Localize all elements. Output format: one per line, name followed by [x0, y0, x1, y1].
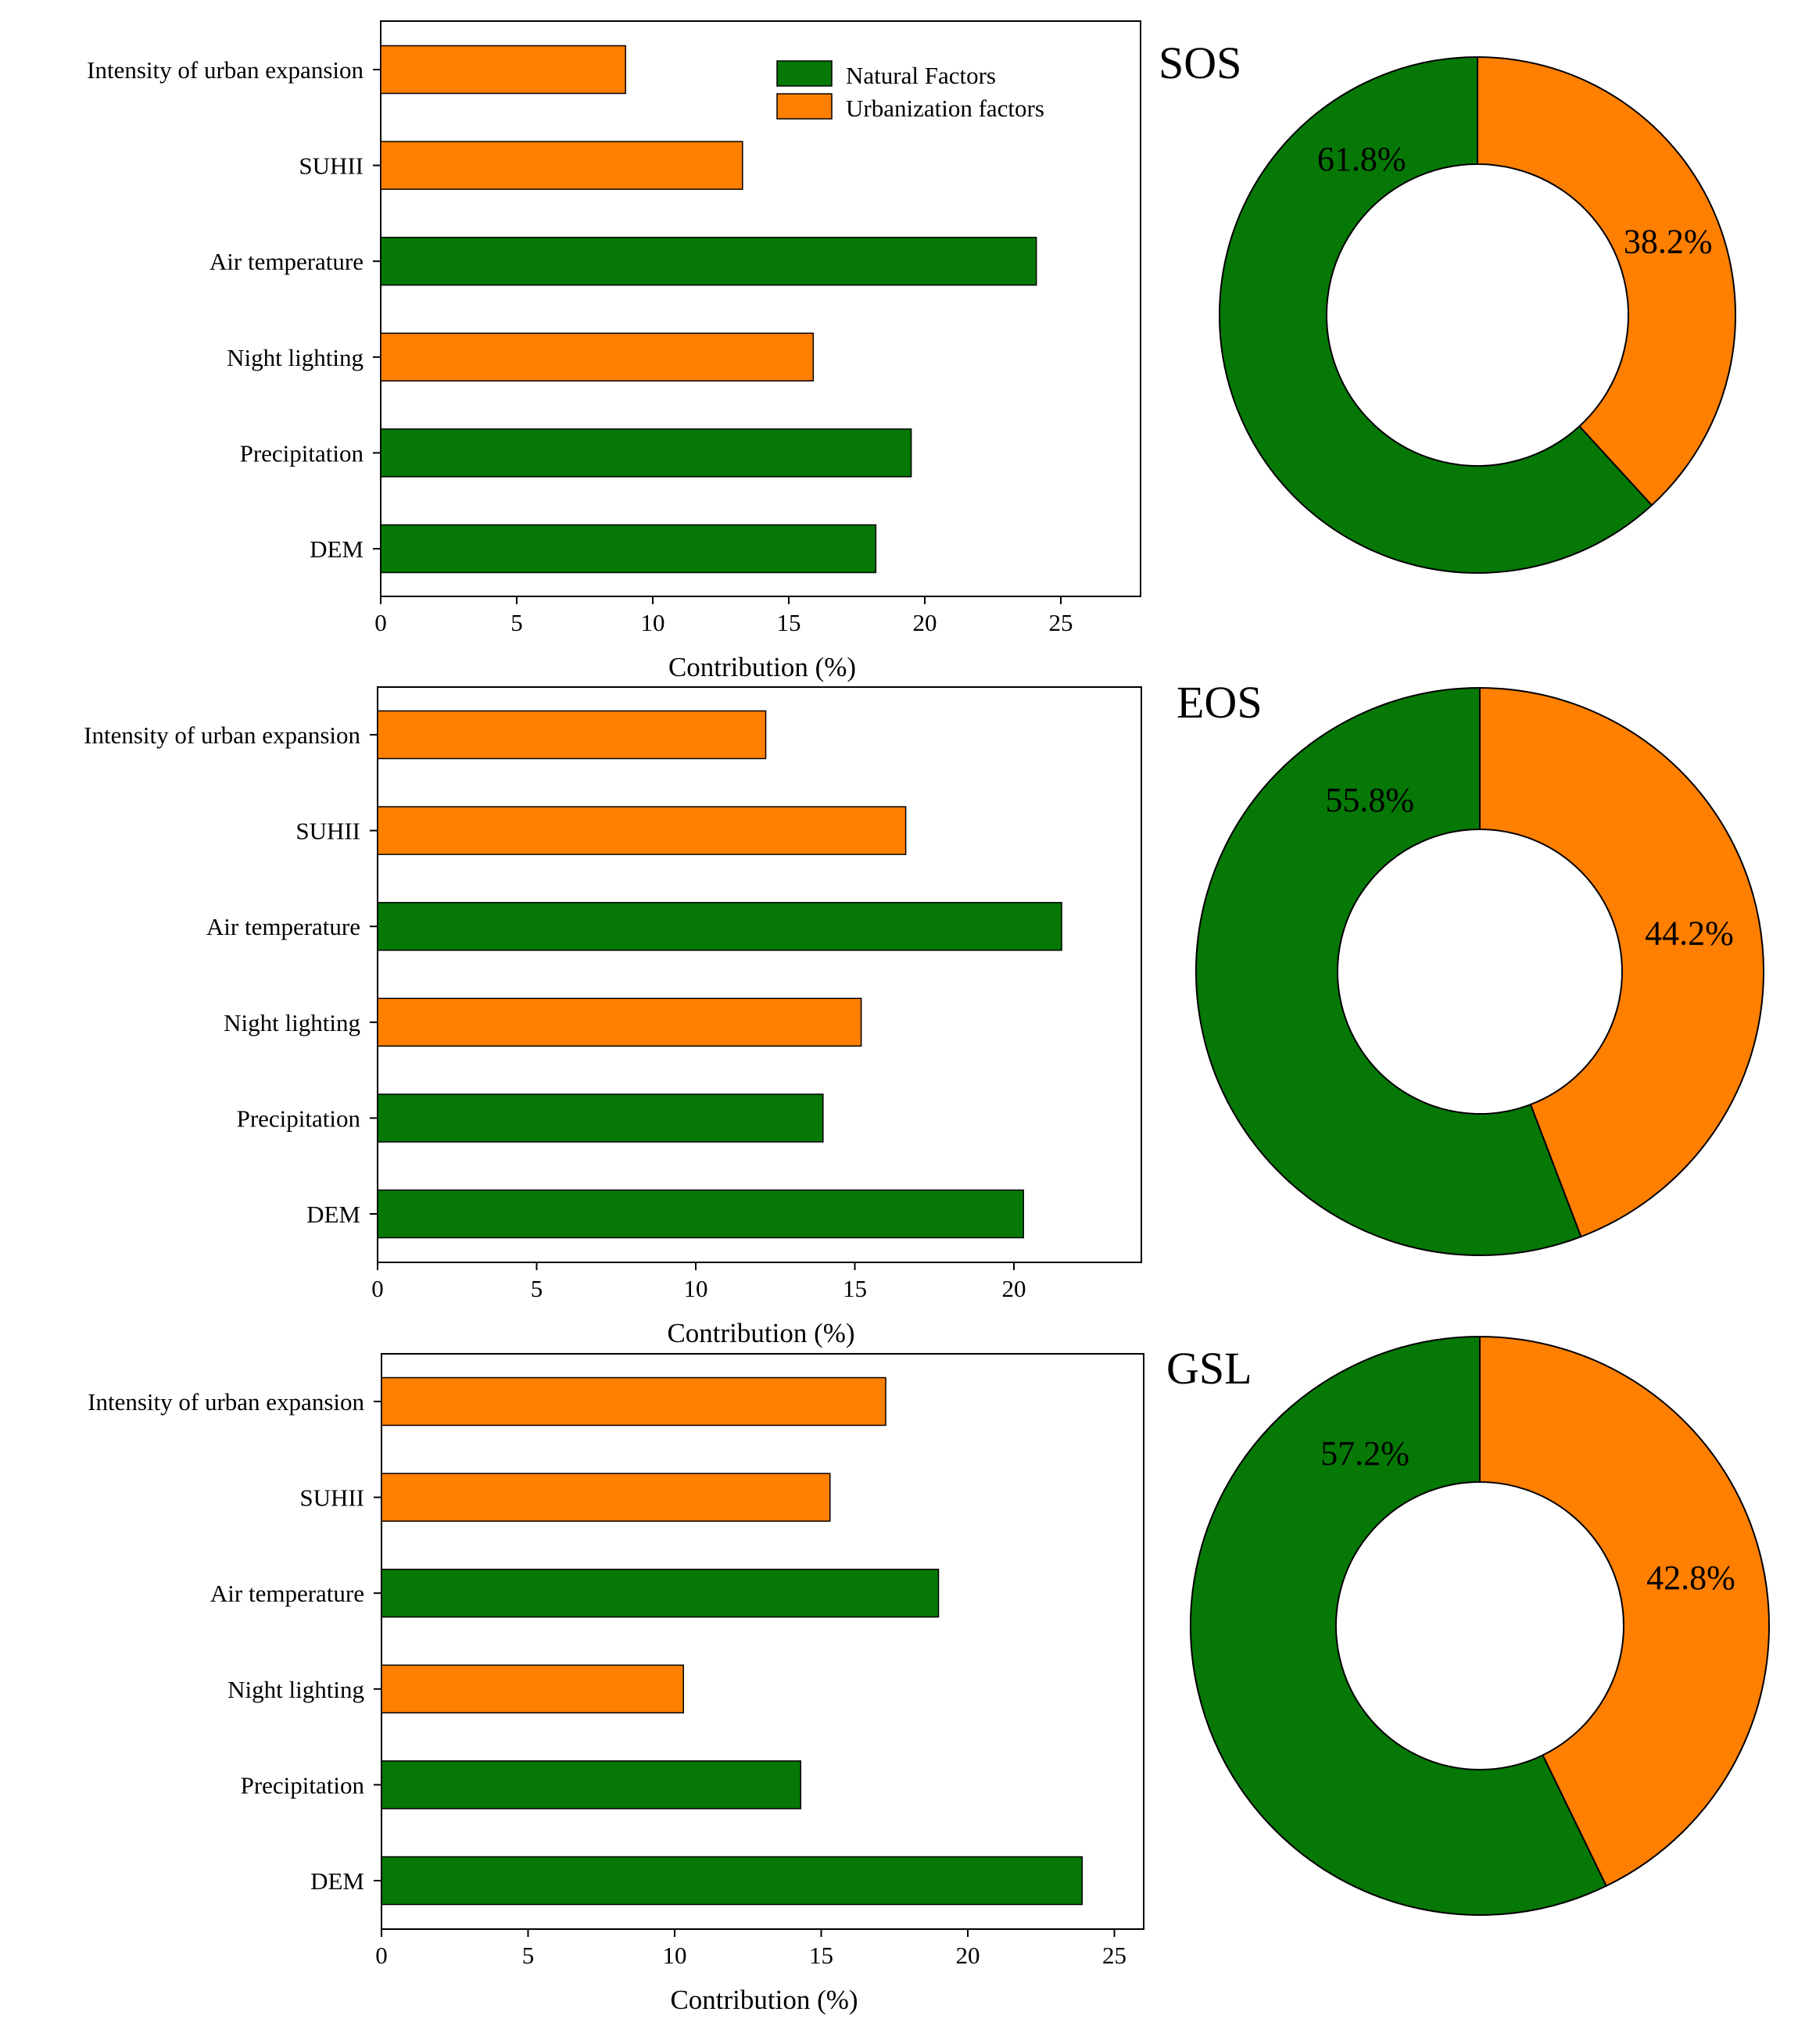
- x-tick-label: 5: [510, 609, 523, 636]
- x-tick-label: 20: [913, 609, 937, 636]
- bar-sos-4: [380, 428, 912, 478]
- donut-slice-natural: [1190, 1335, 1608, 1916]
- bar-gsl-2: [381, 1568, 940, 1618]
- x-tick-label: 0: [371, 1275, 384, 1302]
- bar-sos-5: [380, 524, 877, 574]
- donut-chart-sos: 38.2% 61.8%: [1219, 55, 1736, 574]
- panel-title: SOS: [1159, 38, 1241, 88]
- panel-title: GSL: [1166, 1343, 1252, 1394]
- bar-gsl-0: [381, 1376, 886, 1427]
- legend-swatch-natural: [776, 60, 833, 87]
- legend-label-natural: Natural Factors: [846, 62, 996, 89]
- legend-label-urban: Urbanization factors: [846, 95, 1044, 122]
- category-label: Precipitation: [240, 439, 364, 467]
- donut-label-natural: 61.8%: [1317, 140, 1406, 178]
- legend: Natural Factors Urbanization factors: [776, 60, 1044, 122]
- category-label: Air temperature: [206, 913, 360, 940]
- x-axis-title: Contribution (%): [668, 652, 856, 682]
- x-tick-label: 25: [1102, 1942, 1126, 1969]
- bar-eos-3: [377, 997, 862, 1047]
- bar-sos-0: [380, 45, 626, 95]
- chart-panel-gsl: Intensity of urban expansion SUHII Air tem…: [88, 1335, 1770, 2015]
- donut-label-urban: 42.8%: [1646, 1559, 1735, 1597]
- bar-sos-3: [380, 332, 815, 382]
- category-label: SUHII: [299, 1484, 364, 1512]
- donut-slice-natural: [1219, 55, 1653, 574]
- plot-frame: [381, 1353, 1144, 1930]
- donut-chart-eos: 44.2% 55.8%: [1195, 686, 1764, 1256]
- category-label: Intensity of urban expansion: [84, 721, 360, 749]
- x-tick-label: 0: [375, 1942, 388, 1969]
- category-label: SUHII: [299, 152, 364, 180]
- chart-panel-sos: Intensity of urban expansion SUHII Air tem…: [87, 20, 1736, 682]
- x-tick-label: 25: [1049, 609, 1073, 636]
- category-label: DEM: [306, 1201, 360, 1228]
- bar-sos-2: [380, 236, 1037, 286]
- x-axis-title: Contribution (%): [670, 1985, 858, 2015]
- donut-slice-natural: [1195, 686, 1582, 1256]
- donut-label-urban: 38.2%: [1624, 222, 1713, 260]
- category-label: DEM: [310, 535, 364, 563]
- category-label: Precipitation: [237, 1104, 361, 1132]
- plot-frame: [380, 20, 1141, 597]
- donut-slice-urban: [1479, 686, 1764, 1238]
- donut-label-urban: 44.2%: [1645, 915, 1734, 953]
- donut-label-natural: 55.8%: [1325, 781, 1414, 819]
- category-label: Night lighting: [224, 1009, 360, 1036]
- bar-eos-0: [377, 710, 767, 760]
- bar-gsl-5: [381, 1856, 1083, 1906]
- bar-eos-1: [377, 806, 907, 855]
- chart-panel-eos: Intensity of urban expansion SUHII Air tem…: [84, 677, 1764, 1348]
- x-tick-label: 10: [684, 1275, 708, 1302]
- donut-slice-urban: [1479, 1335, 1770, 1888]
- category-label: Precipitation: [241, 1771, 365, 1799]
- plot-frame: [377, 686, 1142, 1263]
- x-tick-label: 15: [809, 1942, 833, 1969]
- donut-chart-gsl: 42.8% 57.2%: [1190, 1335, 1770, 1916]
- bar-eos-2: [377, 901, 1062, 951]
- category-label: Night lighting: [227, 1676, 364, 1703]
- bar-sos-1: [380, 141, 743, 190]
- panel-title: EOS: [1177, 677, 1263, 728]
- x-axis-title: Contribution (%): [667, 1318, 854, 1348]
- category-label: SUHII: [295, 818, 360, 845]
- x-tick-label: 0: [374, 609, 387, 636]
- bar-gsl-1: [381, 1473, 831, 1522]
- x-tick-label: 10: [641, 609, 665, 636]
- category-label: DEM: [310, 1867, 364, 1895]
- category-label: Night lighting: [227, 344, 364, 371]
- bar-eos-4: [377, 1094, 824, 1143]
- category-label: Air temperature: [210, 248, 364, 275]
- bar-gsl-4: [381, 1760, 801, 1810]
- bar-gsl-3: [381, 1664, 684, 1714]
- x-tick-label: 20: [956, 1942, 980, 1969]
- x-tick-label: 15: [777, 609, 801, 636]
- x-tick-label: 10: [663, 1942, 687, 1969]
- x-tick-label: 5: [531, 1275, 543, 1302]
- donut-label-natural: 57.2%: [1320, 1434, 1409, 1473]
- donut-slice-urban: [1477, 55, 1736, 507]
- x-tick-label: 15: [843, 1275, 867, 1302]
- category-label: Air temperature: [210, 1580, 364, 1607]
- category-label: Intensity of urban expansion: [87, 56, 364, 84]
- bar-eos-5: [377, 1189, 1024, 1239]
- category-label: Intensity of urban expansion: [88, 1388, 364, 1416]
- x-tick-label: 20: [1002, 1275, 1026, 1302]
- legend-swatch-urban: [776, 93, 833, 120]
- x-tick-label: 5: [522, 1942, 535, 1969]
